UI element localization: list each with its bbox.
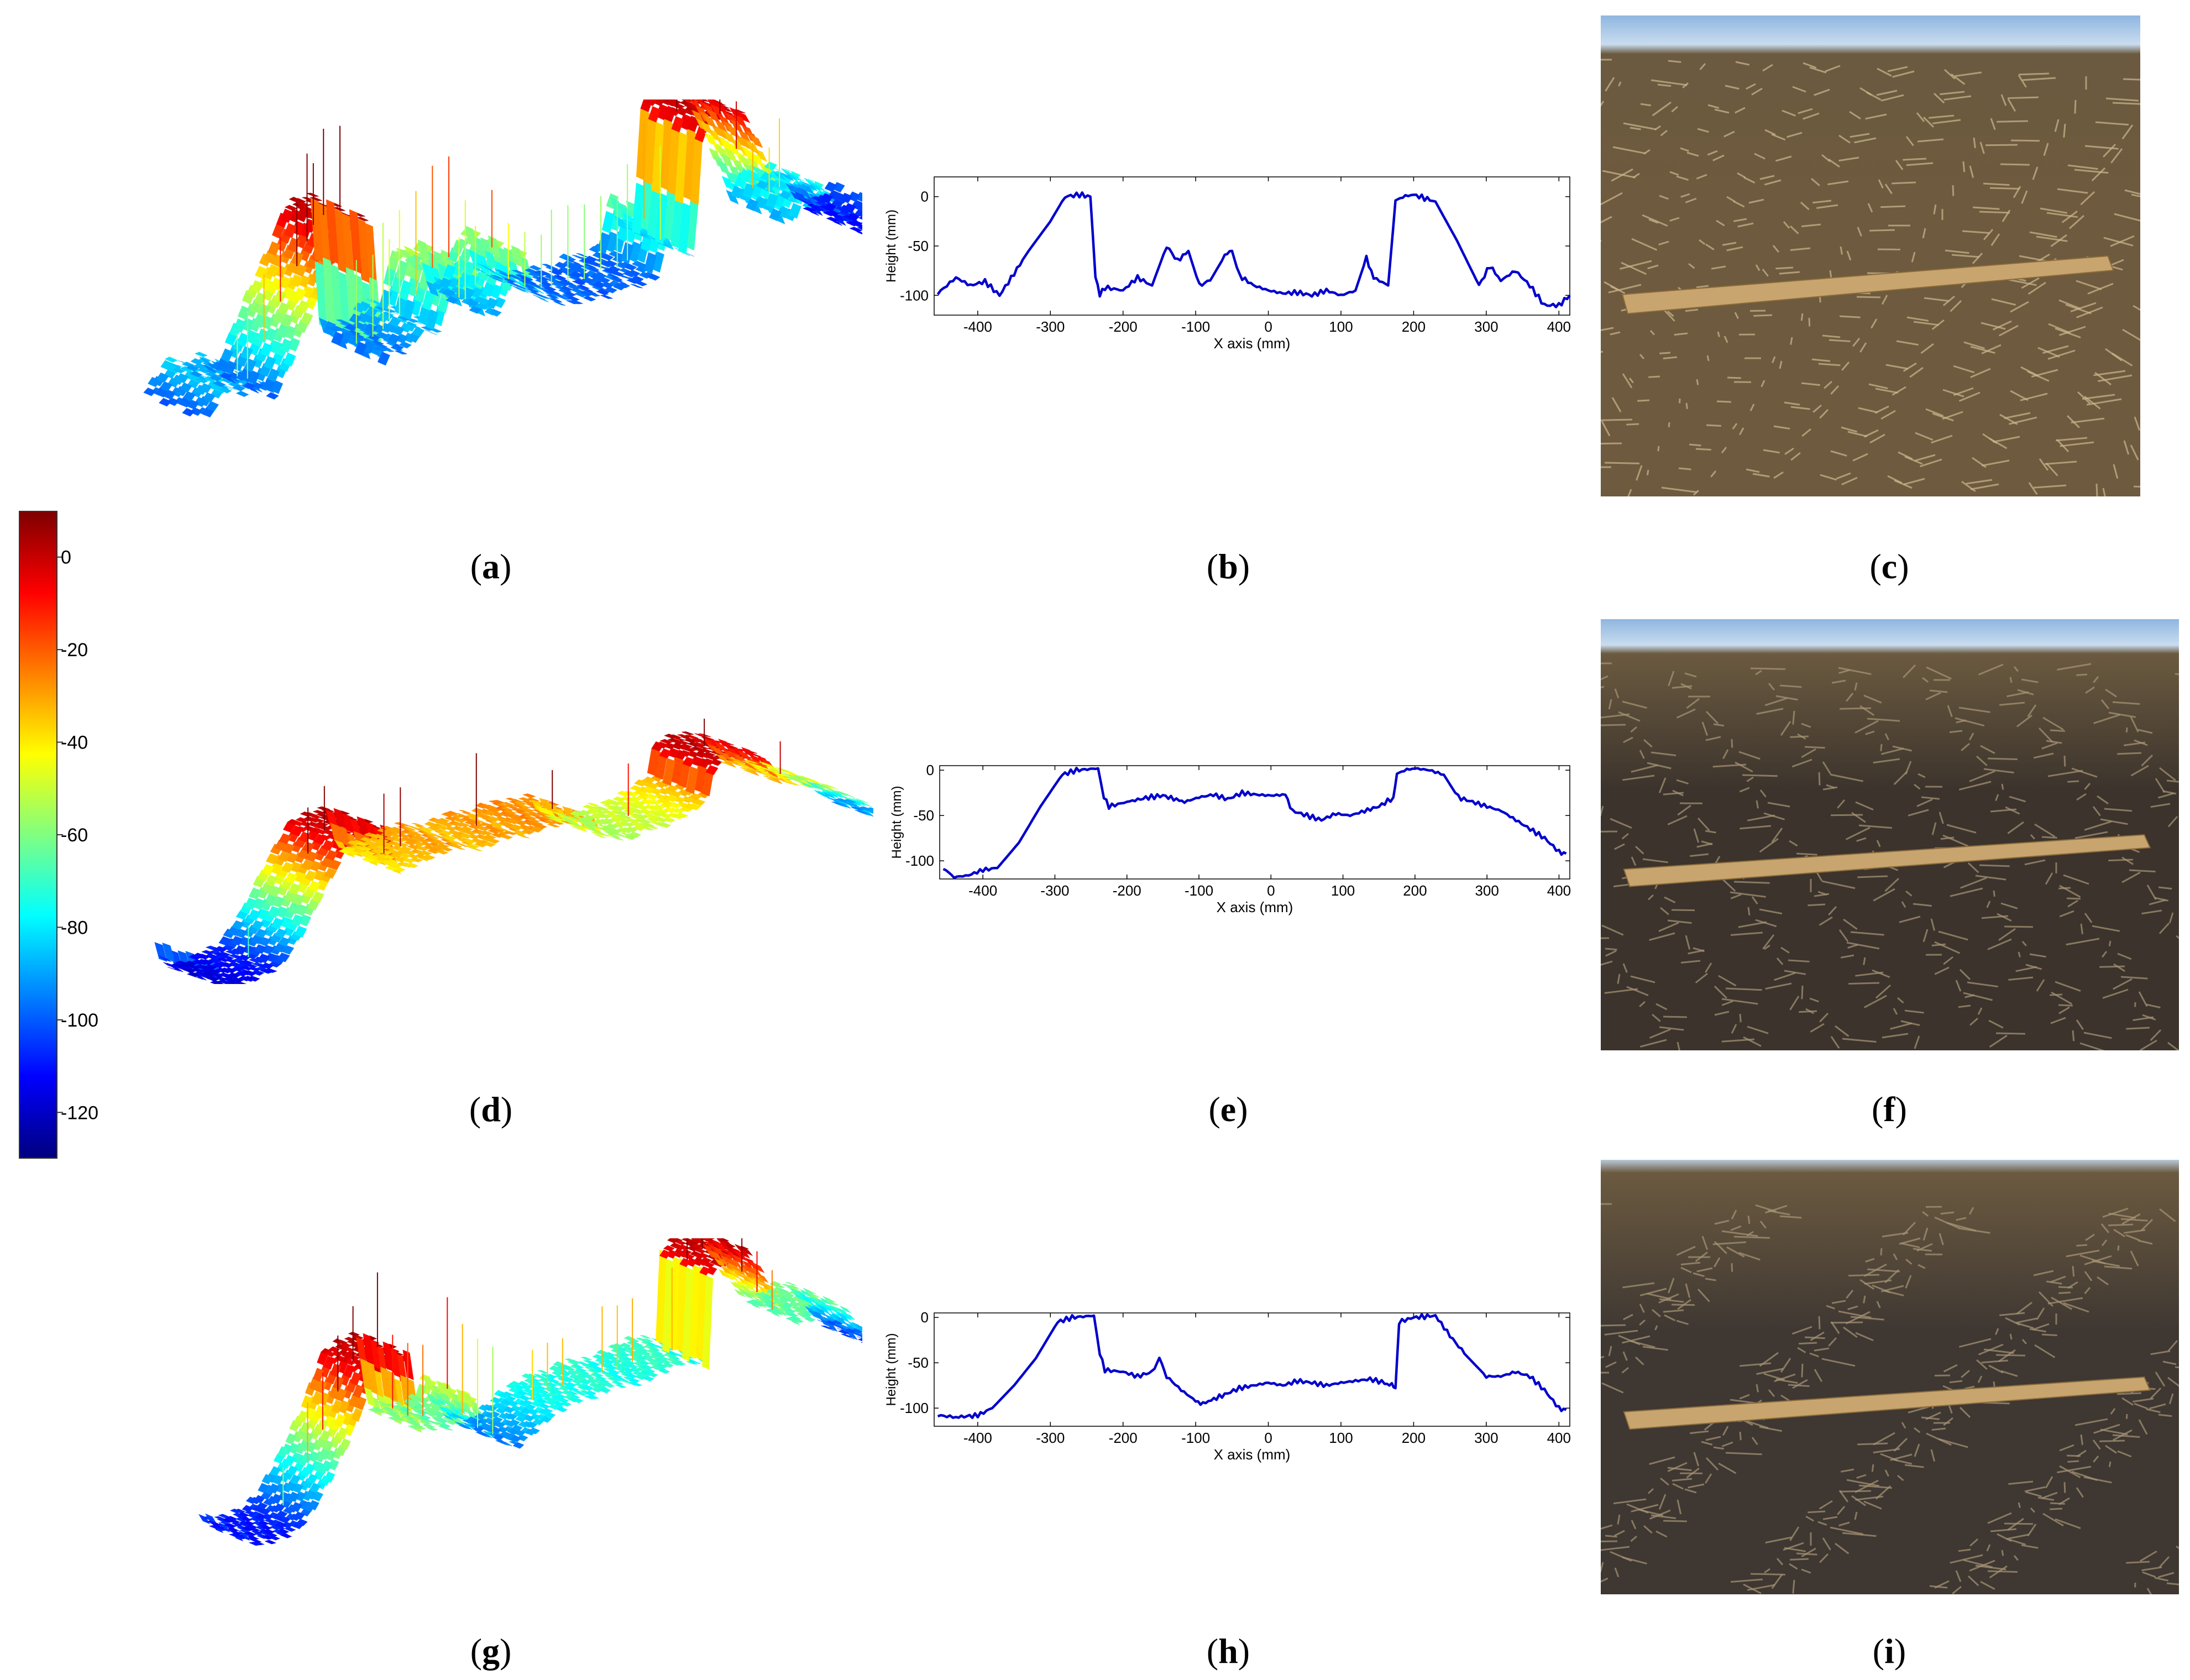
x-tick-label: 300 (1474, 1430, 1498, 1446)
x-tick-label: 400 (1547, 318, 1571, 335)
colorbar-tick-label: -100 (61, 1010, 98, 1031)
panel-label-c: (c) (1869, 547, 1909, 586)
surface-plot-g (198, 1238, 862, 1546)
x-tick-label: -200 (1109, 1430, 1138, 1446)
y-tick-label: -100 (900, 287, 929, 303)
plot-frame (934, 176, 1570, 316)
x-axis-label: X axis (mm) (1214, 335, 1291, 352)
y-axis-label: Height (mm) (889, 786, 904, 859)
plot-frame (939, 765, 1570, 880)
field-photo-f (1601, 619, 2179, 1050)
x-tick-label: 0 (1264, 318, 1272, 335)
colorbar (19, 511, 57, 1159)
y-tick-label: -100 (905, 852, 934, 869)
wooden-ruler (1621, 255, 2114, 315)
wooden-ruler (1623, 1376, 2151, 1430)
x-tick-label: 200 (1402, 318, 1426, 335)
colorbar-tick-label: -120 (61, 1102, 98, 1123)
profile-line (937, 1313, 1567, 1420)
panel-label-i: (i) (1872, 1631, 1906, 1671)
y-tick-label: -50 (913, 807, 934, 824)
surface-plot-d (154, 719, 873, 984)
colorbar-ticks: 0 -20 -40 -60 -80 -100 -120 (57, 547, 98, 1123)
colorbar-tick-label: 0 (61, 547, 71, 568)
x-tick-label: 100 (1329, 1430, 1353, 1446)
profile-line (936, 191, 1571, 308)
x-tick-label: -100 (1185, 882, 1213, 899)
x-tick-label: -400 (968, 882, 997, 899)
surface-mesh (143, 100, 862, 418)
y-tick-label: 0 (921, 1309, 929, 1326)
x-tick-label: 0 (1264, 1430, 1272, 1446)
x-tick-label: -200 (1113, 882, 1141, 899)
x-tick-label: 200 (1403, 882, 1427, 899)
panel-label-a: (a) (470, 547, 512, 586)
surface-plot-a (143, 100, 862, 418)
field-photo-c (1601, 15, 2140, 496)
y-tick-label: -50 (908, 238, 929, 254)
x-tick-label: 400 (1547, 882, 1571, 899)
colorbar-tick-label: -20 (61, 640, 88, 661)
colorbar-tick-label: -60 (61, 825, 88, 846)
x-tick-label: -100 (1181, 1430, 1210, 1446)
x-tick-label: -400 (963, 1430, 992, 1446)
x-tick-label: 0 (1267, 882, 1275, 899)
x-tick-label: -400 (963, 318, 992, 335)
panel-label-e: (e) (1208, 1090, 1248, 1129)
panel-label-g: (g) (470, 1631, 512, 1671)
x-tick-label: -100 (1181, 318, 1210, 335)
plot-frame (934, 1312, 1570, 1427)
panel-label-h: (h) (1206, 1631, 1250, 1671)
colorbar-tick-label: -40 (61, 732, 88, 753)
x-tick-label: 200 (1402, 1430, 1426, 1446)
y-axis-label: Height (mm) (884, 210, 899, 282)
y-tick-label: 0 (926, 762, 934, 778)
surface-mesh (154, 719, 873, 984)
y-tick-label: 0 (921, 189, 929, 205)
wooden-ruler (1623, 834, 2151, 887)
x-axis-label: X axis (mm) (1217, 899, 1293, 915)
x-tick-label: 300 (1474, 318, 1498, 335)
colorbar-tick-label: -80 (61, 917, 88, 938)
x-tick-label: 300 (1475, 882, 1499, 899)
y-tick-label: -50 (908, 1354, 929, 1371)
panel-label-f: (f) (1872, 1090, 1907, 1129)
x-tick-label: -300 (1036, 318, 1065, 335)
profile-line (942, 766, 1567, 880)
x-tick-label: 400 (1547, 1430, 1571, 1446)
field-photo-i (1601, 1160, 2179, 1594)
y-axis-label: Height (mm) (884, 1333, 899, 1406)
x-tick-label: -300 (1036, 1430, 1065, 1446)
y-tick-label: -100 (900, 1400, 929, 1416)
x-tick-label: 100 (1329, 318, 1353, 335)
panel-label-b: (b) (1206, 547, 1250, 586)
x-axis-label: X axis (mm) (1214, 1446, 1291, 1463)
panel-label-d: (d) (469, 1090, 513, 1129)
surface-mesh (198, 1238, 862, 1546)
x-tick-label: -300 (1040, 882, 1069, 899)
x-tick-label: 100 (1331, 882, 1355, 899)
x-tick-label: -200 (1109, 318, 1138, 335)
